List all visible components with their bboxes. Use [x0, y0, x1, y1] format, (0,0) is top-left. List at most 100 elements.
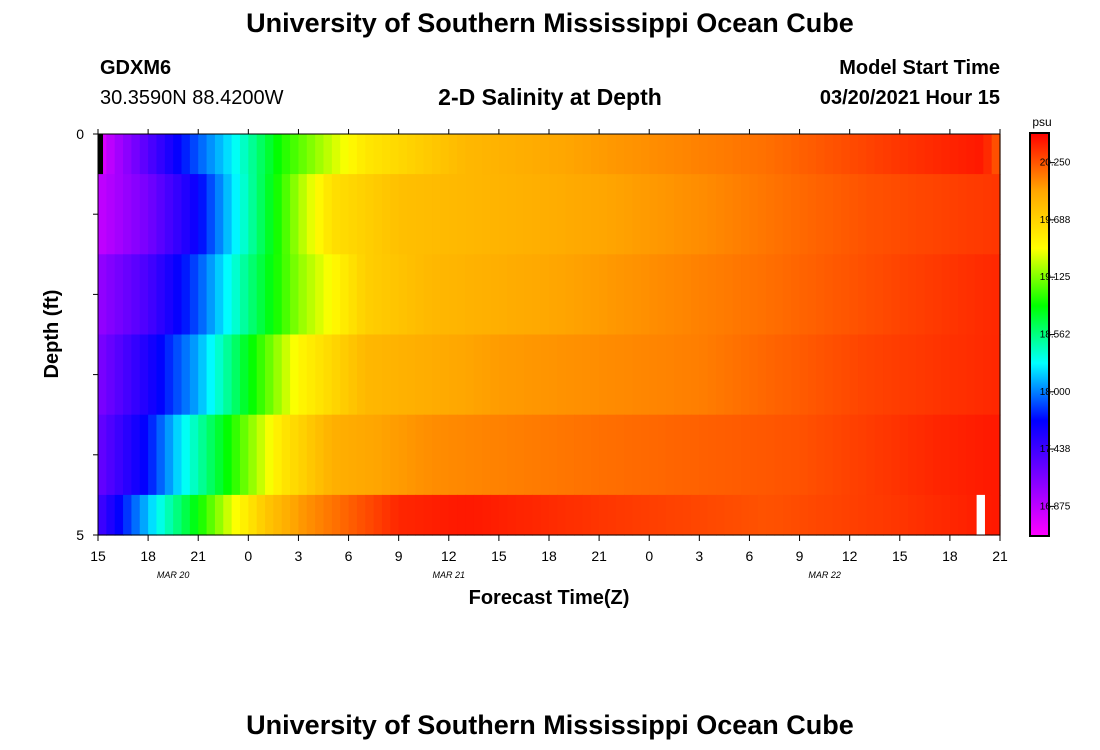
y-tick-label: 5	[76, 527, 84, 543]
heatmap-cell	[883, 134, 893, 175]
heatmap-cell	[883, 334, 893, 416]
heatmap-cell	[340, 174, 350, 255]
heatmap-cell	[281, 254, 291, 336]
heatmap-cell	[866, 334, 876, 416]
heatmap-cell	[298, 174, 308, 255]
heatmap-cell	[549, 254, 558, 336]
heatmap-cell	[281, 494, 291, 536]
heatmap-cell	[139, 494, 149, 536]
heatmap-cell	[348, 174, 358, 255]
heatmap-cell	[741, 134, 751, 175]
heatmap-cell	[148, 134, 158, 175]
heatmap-cells	[98, 134, 1001, 536]
heatmap-cell	[507, 414, 517, 496]
heatmap-cell	[599, 254, 609, 336]
heatmap-cell	[348, 414, 358, 496]
heatmap-cell	[373, 174, 383, 255]
heatmap-cell	[98, 174, 107, 255]
heatmap-cell	[114, 134, 124, 175]
heatmap-cell	[624, 414, 634, 496]
heatmap-cell	[549, 134, 558, 175]
heatmap-cell	[181, 174, 191, 255]
heatmap-cell	[256, 334, 266, 416]
heatmap-cell	[649, 174, 659, 255]
heatmap-cell	[674, 414, 684, 496]
heatmap-cell	[841, 494, 851, 536]
heatmap-cell	[824, 174, 834, 255]
heatmap-cell	[248, 494, 258, 536]
heatmap-cell	[540, 494, 550, 536]
heatmap-cell	[724, 334, 734, 416]
heatmap-cell	[883, 414, 893, 496]
heatmap-cell	[958, 254, 968, 336]
heatmap-cell	[908, 334, 918, 416]
heatmap-cell	[607, 254, 617, 336]
heatmap-cell	[807, 174, 817, 255]
heatmap-cell	[198, 254, 208, 336]
heatmap-cell	[807, 414, 817, 496]
heatmap-cell	[239, 334, 249, 416]
x-tick-label: 21	[992, 548, 1008, 564]
heatmap-cell	[983, 174, 993, 255]
heatmap-cell	[549, 334, 558, 416]
x-axis-title: Forecast Time(Z)	[469, 587, 630, 609]
heatmap-cell	[398, 334, 408, 416]
heatmap-cell	[273, 334, 283, 416]
heatmap-cell	[457, 414, 467, 496]
model-start-value: 03/20/2021 Hour 15	[819, 87, 1000, 109]
x-tick-label: 15	[491, 548, 507, 564]
heatmap-cell	[933, 334, 943, 416]
heatmap-cell	[649, 494, 659, 536]
heatmap-cell	[365, 134, 375, 175]
heatmap-cell	[365, 494, 375, 536]
x-date-label: MAR 22	[808, 570, 841, 580]
x-tick-label: 9	[395, 548, 403, 564]
heatmap-cell	[766, 494, 776, 536]
heatmap-cell	[874, 414, 884, 496]
heatmap-cell	[498, 494, 508, 536]
heatmap-cell	[448, 254, 458, 336]
heatmap-cell	[164, 254, 174, 336]
heatmap-cell	[198, 134, 208, 175]
heatmap-cell	[749, 174, 759, 255]
heatmap-cell	[916, 334, 926, 416]
heatmap-cell	[214, 494, 224, 536]
heatmap-cell	[874, 334, 884, 416]
heatmap-cell	[532, 174, 542, 255]
heatmap-cell	[974, 134, 984, 175]
heatmap-cell	[256, 134, 266, 175]
heatmap-cell	[590, 134, 600, 175]
heatmap-cell	[674, 174, 684, 255]
heatmap-cell	[690, 334, 700, 416]
heatmap-cell	[749, 494, 759, 536]
heatmap-cell	[290, 134, 300, 175]
heatmap-cell	[858, 414, 867, 496]
heatmap-cell	[690, 174, 700, 255]
heatmap-cell	[741, 414, 751, 496]
heatmap-cell	[331, 334, 341, 416]
heatmap-cell	[665, 494, 675, 536]
heatmap-cell	[732, 254, 742, 336]
heatmap-cell	[924, 174, 934, 255]
heatmap-cell	[206, 334, 216, 416]
heatmap-cell	[908, 414, 918, 496]
heatmap-cell	[248, 254, 258, 336]
heatmap-cell	[858, 254, 867, 336]
heatmap-cell	[507, 494, 517, 536]
heatmap-cell	[874, 494, 884, 536]
heatmap-cell	[674, 334, 684, 416]
heatmap-cell	[657, 414, 667, 496]
heatmap-cell	[365, 334, 375, 416]
heatmap-cell	[624, 134, 634, 175]
heatmap-cell	[891, 334, 901, 416]
x-tick-label: 15	[892, 548, 908, 564]
heatmap-cell	[782, 254, 792, 336]
heatmap-cell	[98, 494, 107, 536]
heatmap-cell	[490, 414, 500, 496]
heatmap-cell	[974, 334, 984, 416]
heatmap-cell	[624, 494, 634, 536]
heatmap-cell	[916, 254, 926, 336]
x-date-label: MAR 21	[433, 570, 466, 580]
heatmap-cell	[298, 494, 308, 536]
heatmap-cell	[381, 134, 391, 175]
